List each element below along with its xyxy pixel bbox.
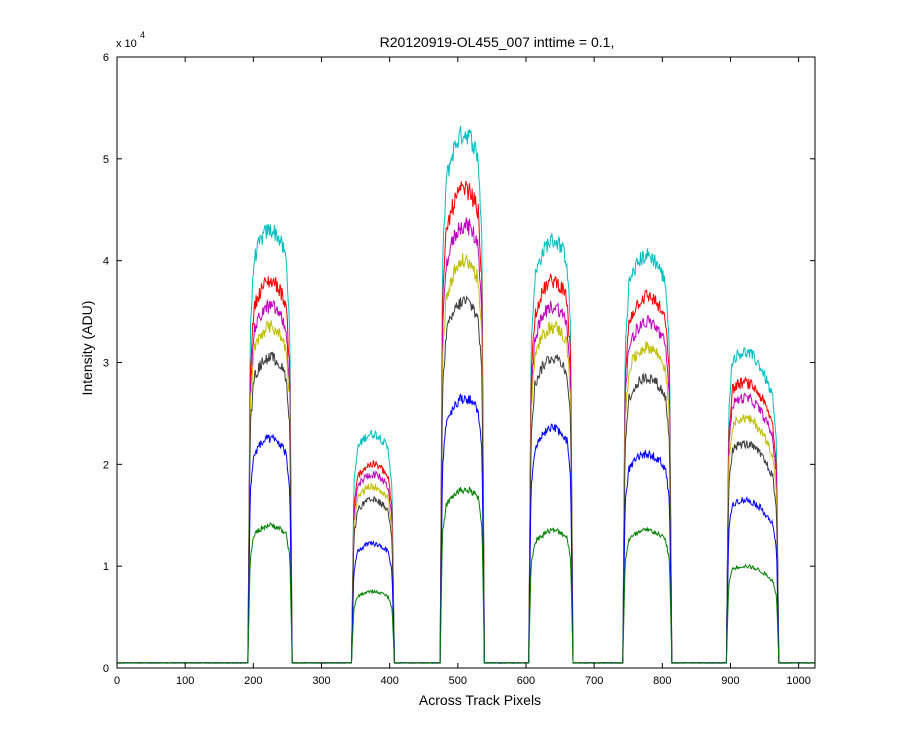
y-tick-label: 6 bbox=[103, 52, 109, 64]
y-tick-label: 2 bbox=[103, 459, 109, 471]
y-tick-label: 4 bbox=[103, 256, 109, 268]
x-tick-label: 100 bbox=[176, 675, 194, 687]
series-line bbox=[116, 486, 816, 664]
y-axis-label: Intensity (ADU) bbox=[79, 301, 95, 396]
x-tick-label: 200 bbox=[244, 675, 262, 687]
x-tick-label: 300 bbox=[312, 675, 330, 687]
y-tick-label: 0 bbox=[103, 663, 109, 675]
x-tick-label: 900 bbox=[721, 675, 739, 687]
x-tick-label: 400 bbox=[380, 675, 398, 687]
y-tick-label: 5 bbox=[103, 154, 109, 166]
x-tick-label: 500 bbox=[449, 675, 467, 687]
series-group bbox=[116, 125, 816, 664]
plot-area bbox=[117, 57, 815, 668]
chart-title: R20120919-OL455_007 inttime = 0.1, bbox=[380, 34, 615, 50]
x-tick-label: 800 bbox=[653, 675, 671, 687]
x-ticks: 0 100 200 300 400 500 600 700 800 900 1000 bbox=[114, 57, 811, 687]
x-axis-label: Across Track Pixels bbox=[419, 692, 541, 708]
x-tick-label: 1000 bbox=[786, 675, 810, 687]
x-tick-label: 0 bbox=[114, 675, 120, 687]
x-tick-label: 700 bbox=[585, 675, 603, 687]
y-tick-label: 1 bbox=[103, 561, 109, 573]
y-tick-label: 3 bbox=[103, 358, 109, 370]
y-exponent-power: 4 bbox=[140, 30, 145, 40]
y-ticks: 0 1 2 3 4 5 6 bbox=[103, 52, 815, 675]
x-tick-label: 600 bbox=[517, 675, 535, 687]
y-exponent-prefix: x 10 bbox=[116, 38, 137, 50]
